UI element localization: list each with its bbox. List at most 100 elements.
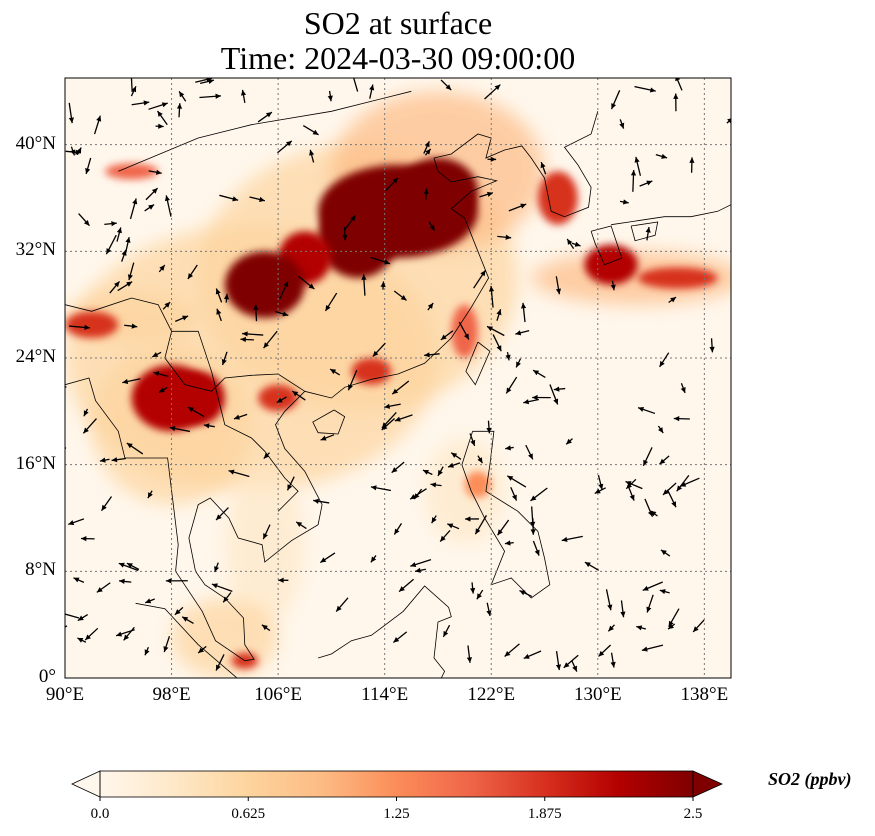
wind-arrow-head xyxy=(488,285,495,292)
wind-arrow xyxy=(216,308,222,322)
wind-arrow xyxy=(122,378,141,385)
wind-arrow-head xyxy=(165,578,172,584)
wind-arrow xyxy=(175,315,189,322)
wind-arrow xyxy=(65,613,80,619)
wind-arrow xyxy=(393,290,407,301)
wind-arrow xyxy=(424,148,432,156)
wind-arrow-head xyxy=(68,520,75,526)
wind-arrow-head xyxy=(427,303,434,309)
wind-arrow-shaft xyxy=(65,613,80,619)
wind-arrow-head xyxy=(143,100,150,106)
wind-arrow xyxy=(117,281,133,292)
wind-arrow-head xyxy=(392,177,398,184)
wind-arrow-head xyxy=(393,637,400,643)
wind-arrow-head xyxy=(148,204,155,210)
wind-arrow xyxy=(393,523,403,535)
wind-arrow xyxy=(162,301,171,310)
wind-arrow-head xyxy=(659,360,665,367)
wind-arrow-head xyxy=(611,103,617,110)
wind-arrow xyxy=(385,177,399,191)
wind-arrow-head xyxy=(176,103,183,109)
colorbar-tick-label: 2.5 xyxy=(683,806,703,822)
wind-arrow xyxy=(181,616,194,624)
wind-arrow-head xyxy=(523,399,530,405)
wind-arrow xyxy=(127,262,135,281)
wind-arrow-head xyxy=(477,457,483,464)
wind-arrow xyxy=(565,438,573,445)
wind-arrow xyxy=(174,606,184,616)
wind-arrow xyxy=(458,321,470,340)
wind-arrow-head xyxy=(261,624,268,631)
wind-arrow xyxy=(610,90,621,110)
wind-arrow-head xyxy=(308,283,315,289)
wind-arrow xyxy=(85,157,92,175)
wind-arrow xyxy=(561,535,583,543)
wind-arrow xyxy=(158,386,168,394)
wind-arrow xyxy=(530,487,548,502)
wind-arrow xyxy=(165,578,188,584)
wind-arrow-head xyxy=(555,288,562,295)
wind-arrow-head xyxy=(689,157,695,163)
wind-arrow-head xyxy=(187,273,194,280)
wind-arrow xyxy=(147,490,153,499)
wind-arrow-head xyxy=(400,295,407,301)
wind-arrow-head xyxy=(211,583,218,589)
wind-arrow xyxy=(619,199,629,205)
wind-arrow xyxy=(466,645,473,663)
wind-arrow-head xyxy=(466,657,473,663)
wind-arrow-head xyxy=(451,452,458,458)
wind-arrow xyxy=(391,461,405,474)
wind-arrow-head xyxy=(410,562,417,568)
y-tick-label: 24°N xyxy=(15,346,56,367)
wind-arrow xyxy=(440,79,452,91)
wind-arrow-head xyxy=(325,305,331,311)
so2-hotspot xyxy=(584,244,638,285)
wind-arrow-head xyxy=(152,352,159,357)
wind-arrow xyxy=(637,406,656,415)
wind-arrow xyxy=(476,589,484,600)
wind-arrow-head xyxy=(608,625,614,632)
wind-arrow xyxy=(214,562,220,573)
wind-arrow xyxy=(549,384,559,405)
wind-arrow-head xyxy=(505,354,511,361)
wind-arrow xyxy=(474,515,488,535)
wind-arrow-head xyxy=(463,333,469,340)
wind-arrow-head xyxy=(240,336,246,343)
wind-arrow-head xyxy=(116,227,122,234)
wind-arrow xyxy=(619,119,625,129)
wind-arrow xyxy=(666,489,677,508)
wind-arrow-head xyxy=(372,350,379,357)
wind-arrow xyxy=(659,589,670,595)
wind-arrow-head xyxy=(676,485,683,492)
wind-arrow-head xyxy=(429,224,435,231)
wind-arrow xyxy=(84,627,99,641)
wind-arrow xyxy=(487,156,497,162)
wind-arrow xyxy=(391,380,410,395)
wind-arrow-head xyxy=(296,521,303,527)
wind-arrow-head xyxy=(327,95,333,102)
wind-arrow-head xyxy=(646,180,653,186)
wind-arrow-head xyxy=(440,535,446,542)
wind-arrow xyxy=(222,592,232,603)
wind-arrow-head xyxy=(164,195,170,202)
wind-arrow xyxy=(563,654,579,669)
wind-arrow-head xyxy=(486,191,493,197)
wind-arrow-head xyxy=(607,604,613,611)
wind-arrow xyxy=(109,280,121,294)
wind-arrow xyxy=(240,336,254,343)
wind-arrow xyxy=(486,420,492,434)
wind-arrow-head xyxy=(727,118,731,124)
wind-arrow xyxy=(532,540,540,556)
wind-arrow-head xyxy=(533,370,540,376)
wind-arrow-head xyxy=(118,562,125,568)
wind-arrow xyxy=(488,285,495,308)
wind-arrow xyxy=(437,466,444,477)
wind-arrow-head xyxy=(506,387,512,394)
wind-arrow-head xyxy=(54,627,60,632)
wind-arrow xyxy=(144,204,155,212)
wind-arrow-head xyxy=(415,567,421,573)
wind-arrow xyxy=(639,180,653,187)
so2-haze xyxy=(424,438,505,545)
wind-arrow xyxy=(566,238,575,250)
so2-haze xyxy=(171,598,279,678)
